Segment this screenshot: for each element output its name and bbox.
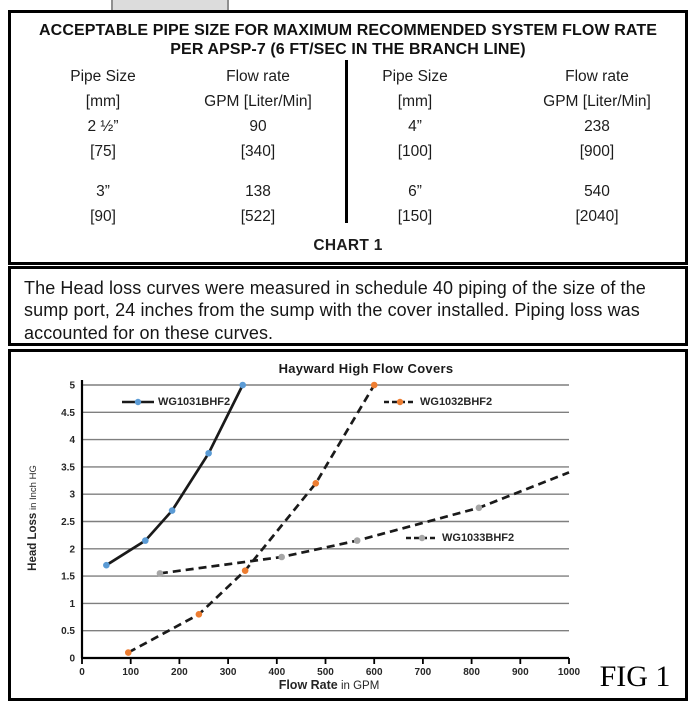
- table-caption: CHART 1: [313, 237, 383, 254]
- table-cell: 540: [584, 183, 610, 200]
- table-cell: [522]: [240, 208, 276, 225]
- table-title-line2: PER APSP-7 (6 FT/SEC IN THE BRANCH LINE): [170, 40, 526, 58]
- chart-title: Hayward High Flow Covers: [278, 361, 454, 376]
- column-subheader: GPM [Liter/Min]: [543, 93, 651, 110]
- chart-plot-area: 0 100 200 300 400 500 600 700 800 900 1000 0 0.5 1 1.5…: [61, 380, 581, 678]
- svg-text:300: 300: [220, 667, 237, 678]
- table-cell: 6”: [408, 183, 422, 200]
- svg-text:100: 100: [122, 667, 139, 678]
- svg-text:4: 4: [69, 435, 75, 446]
- column-subheader: GPM [Liter/Min]: [204, 93, 312, 110]
- figure-label: FIG 1: [599, 660, 671, 693]
- table-row: [75] [340] [100] [900]: [11, 143, 685, 161]
- table-header-row: Pipe Size Flow rate Pipe Size Flow rate: [11, 68, 685, 86]
- svg-text:2: 2: [69, 544, 75, 555]
- table-subheader-row: [mm] GPM [Liter/Min] [mm] GPM [Liter/Min…: [11, 93, 685, 111]
- legend-label: WG1032BHF2: [420, 396, 493, 408]
- table-column-divider: [345, 60, 348, 223]
- svg-text:1000: 1000: [558, 667, 581, 678]
- table-title: ACCEPTABLE PIPE SIZE FOR MAXIMUM RECOMME…: [11, 13, 685, 59]
- svg-text:0: 0: [69, 654, 75, 665]
- svg-text:0.5: 0.5: [61, 626, 75, 637]
- legend-line-marker-icon: [384, 398, 416, 406]
- pipe-size-table: ACCEPTABLE PIPE SIZE FOR MAXIMUM RECOMME…: [8, 10, 688, 265]
- svg-text:200: 200: [171, 667, 188, 678]
- table-cell: 3”: [96, 183, 110, 200]
- table-cell: 238: [584, 118, 610, 135]
- svg-text:700: 700: [415, 667, 432, 678]
- table-row: [90] [522] [150] [2040]: [11, 208, 685, 226]
- svg-text:5: 5: [69, 381, 75, 392]
- x-axis-label: Flow Rate in GPM: [278, 678, 380, 692]
- svg-text:600: 600: [366, 667, 383, 678]
- legend-wg1032bhf2: WG1032BHF2: [383, 396, 492, 408]
- table-cell: [90]: [90, 208, 116, 225]
- head-loss-chart: 0 100 200 300 400 500 600 700 800 900 1000 0 0.5 1 1.5…: [11, 352, 685, 698]
- table-cell: [2040]: [575, 208, 619, 225]
- legend-wg1033bhf2: WG1033BHF2: [405, 532, 514, 544]
- legend-label: WG1031BHF2: [158, 396, 231, 408]
- note-box: The Head loss curves were measured in sc…: [8, 266, 688, 346]
- column-subheader: [mm]: [397, 93, 433, 110]
- table-cell: [75]: [90, 143, 116, 160]
- svg-text:4.5: 4.5: [61, 408, 75, 419]
- svg-text:3.5: 3.5: [61, 462, 75, 473]
- svg-text:0: 0: [79, 667, 85, 678]
- table-cell: [150]: [397, 208, 433, 225]
- column-header: Pipe Size: [382, 68, 448, 85]
- column-header: Flow rate: [565, 68, 629, 85]
- svg-text:500: 500: [317, 667, 334, 678]
- table-cell: [340]: [240, 143, 276, 160]
- svg-text:1: 1: [69, 599, 75, 610]
- column-header: Pipe Size: [70, 68, 136, 85]
- table-cell: [100]: [397, 143, 433, 160]
- table-row: 2 ½” 90 4” 238: [11, 118, 685, 136]
- column-subheader: [mm]: [85, 93, 121, 110]
- note-text: The Head loss curves were measured in sc…: [24, 278, 646, 343]
- legend-line-marker-icon: [122, 398, 154, 406]
- svg-text:1.5: 1.5: [61, 572, 75, 583]
- svg-text:2.5: 2.5: [61, 517, 75, 528]
- svg-text:900: 900: [512, 667, 529, 678]
- table-cell: 138: [245, 183, 271, 200]
- table-title-line1: ACCEPTABLE PIPE SIZE FOR MAXIMUM RECOMME…: [39, 22, 657, 39]
- table-cell: [900]: [579, 143, 615, 160]
- legend-label: WG1033BHF2: [442, 532, 515, 544]
- table-cell: 4”: [408, 118, 422, 135]
- svg-text:400: 400: [268, 667, 285, 678]
- svg-text:800: 800: [463, 667, 480, 678]
- legend-line-marker-icon: [406, 534, 438, 542]
- table-row: 3” 138 6” 540: [11, 183, 685, 201]
- legend-wg1031bhf2: WG1031BHF2: [121, 396, 230, 408]
- figure-box: 0 100 200 300 400 500 600 700 800 900 1000 0 0.5 1 1.5…: [8, 349, 688, 701]
- column-header: Flow rate: [226, 68, 290, 85]
- table-cell: 2 ½”: [87, 118, 119, 135]
- y-axis-label: Head Loss in Inch HG: [27, 465, 39, 571]
- table-cell: 90: [249, 118, 267, 135]
- svg-text:3: 3: [69, 490, 75, 501]
